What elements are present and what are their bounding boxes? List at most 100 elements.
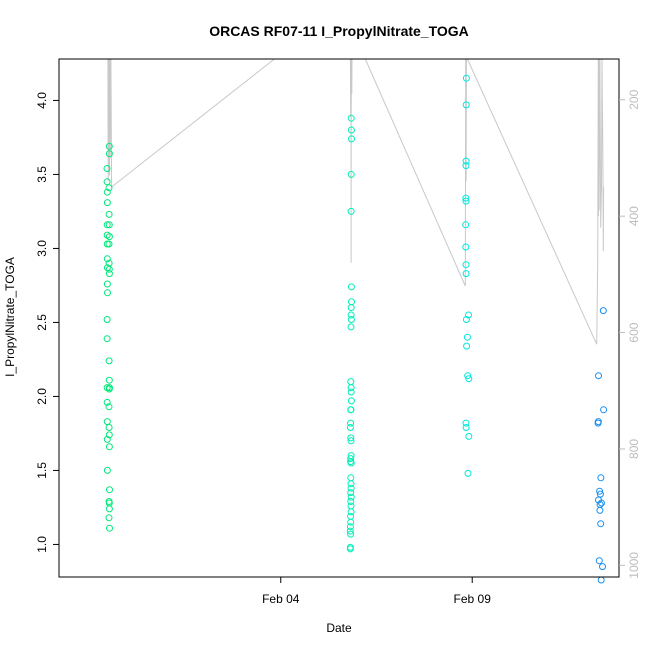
data-point-rf11 [599,307,607,315]
data-point-rf08 [347,384,355,392]
data-point-rf08 [346,424,354,431]
data-point-rf08 [347,316,355,323]
data-point-rf11 [597,576,605,584]
y-tick-label: 2.5 [35,314,49,331]
data-point-rf08 [347,484,355,492]
data-point-rf07 [105,240,113,248]
data-point-rf07 [105,357,113,365]
data-point-rf07 [103,466,111,474]
data-point-rf08 [347,378,355,386]
data-point-rf08 [346,545,354,553]
data-point-rf08 [347,283,355,291]
data-point-rf11 [597,474,605,482]
data-point-rf09 [465,311,472,319]
data-point-rf08 [347,474,355,482]
data-point-rf09 [464,469,472,477]
data-point-rf07 [105,431,113,439]
data-point-rf07 [103,255,111,263]
data-point-rf11 [600,406,608,414]
plot-frame [58,58,620,578]
data-point-rf07 [103,188,111,196]
data-point-rf09 [462,162,470,170]
data-point-rf09 [462,261,470,269]
data-point-rf07 [103,199,111,207]
data-point-rf08 [347,512,355,520]
data-point-rf07 [105,443,113,451]
data-point-rf08 [347,114,355,122]
data-point-rf11 [595,372,602,380]
data-point-rf09 [465,375,473,383]
x-tick-label: Feb 09 [454,592,492,606]
data-point-rf07 [105,424,113,431]
data-point-rf08 [347,489,355,497]
data-point-rf07 [103,165,111,172]
data-point-rf11 [594,419,602,427]
data-point-rf09 [464,372,472,380]
data-point-rf07 [103,178,111,186]
data-point-rf08 [348,298,355,306]
data-point-rf08 [347,419,355,427]
y2-tick-label: 600 [627,322,641,342]
data-point-rf09 [462,270,470,278]
x-axis-label: Date [326,621,352,635]
data-point-rf08 [347,498,355,505]
data-point-rf07 [105,505,113,513]
data-point-rf08 [347,434,355,442]
data-point-rf09 [462,194,470,202]
data-point-rf09 [465,432,473,440]
data-point-rf07 [103,280,111,288]
data-point-rf09 [463,333,471,341]
data-point-rf07 [105,265,113,273]
data-point-rf08 [347,508,355,516]
data-point-rf08 [347,455,355,463]
data-point-rf07 [103,316,111,323]
y-tick-label: 1.0 [35,536,49,553]
data-point-rf11 [595,557,603,565]
data-point-rf08 [347,493,355,501]
data-point-rf07 [104,289,111,297]
data-point-rf07 [106,486,113,494]
data-point-rf08 [347,207,355,215]
data-point-rf09 [462,316,470,323]
data-point-rf07 [105,270,113,278]
data-point-rf07 [105,221,113,229]
data-point-rf09 [463,342,471,350]
data-point-rf09 [462,74,470,82]
data-point-rf07 [105,210,113,218]
data-point-rf09 [462,157,470,165]
x-tick-label: Feb 04 [262,592,300,606]
y-tick-label: 3.0 [35,240,49,257]
data-point-rf09 [462,424,470,431]
data-point-rf08 [347,170,355,178]
data-point-rf09 [462,243,470,251]
data-point-rf08 [347,406,355,414]
data-point-rf08 [348,135,355,143]
y-tick-label: 3.5 [35,166,49,183]
data-point-rf11 [596,487,604,495]
data-point-rf07 [105,184,113,192]
data-point-rf07 [103,221,111,229]
data-point-rf07 [103,335,111,343]
y2-tick-label: 800 [627,439,641,459]
data-point-rf08 [347,502,355,510]
data-point-rf09 [462,101,470,109]
data-point-rf07 [103,398,111,406]
data-point-rf07 [105,233,113,241]
data-point-rf08 [346,523,354,531]
data-point-rf11 [599,563,606,571]
data-point-rf08 [347,480,355,488]
data-point-rf08 [347,459,355,467]
data-point-rf08 [347,304,355,312]
y-tick-label: 4.0 [35,92,49,109]
data-point-rf11 [598,499,605,507]
data-point-rf09 [462,419,470,427]
data-point-rf08 [346,527,354,535]
data-point-rf07 [103,264,111,272]
points-layer [103,74,608,584]
chart-title: ORCAS RF07-11 I_PropylNitrate_TOGA [209,23,469,39]
data-point-rf08 [347,437,355,445]
y-axis: 1.0 1.5 2.0 2.5 3.0 3.5 4.0 [35,92,59,553]
data-point-rf07 [105,150,113,158]
y-tick-label: 1.5 [35,462,49,479]
